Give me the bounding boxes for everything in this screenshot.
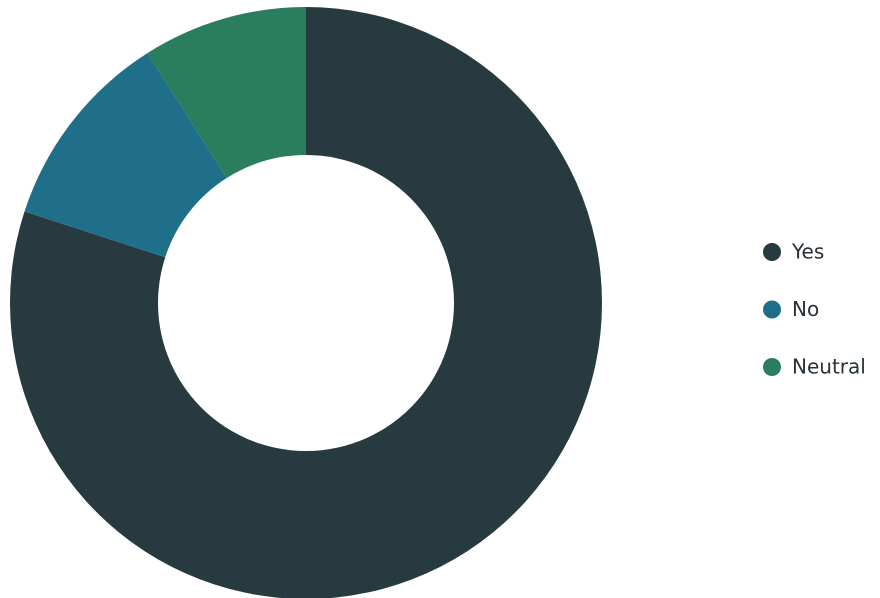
donut-slice: [24, 53, 227, 258]
legend-label: Yes: [791, 240, 824, 264]
legend-marker: [763, 300, 781, 319]
legend-marker: [763, 358, 781, 376]
legend-label: No: [792, 297, 819, 321]
legend-label: Neutral: [792, 355, 866, 379]
legend-marker: [763, 243, 781, 261]
donut-slice: [147, 6, 306, 179]
donut-slice: [10, 7, 602, 598]
